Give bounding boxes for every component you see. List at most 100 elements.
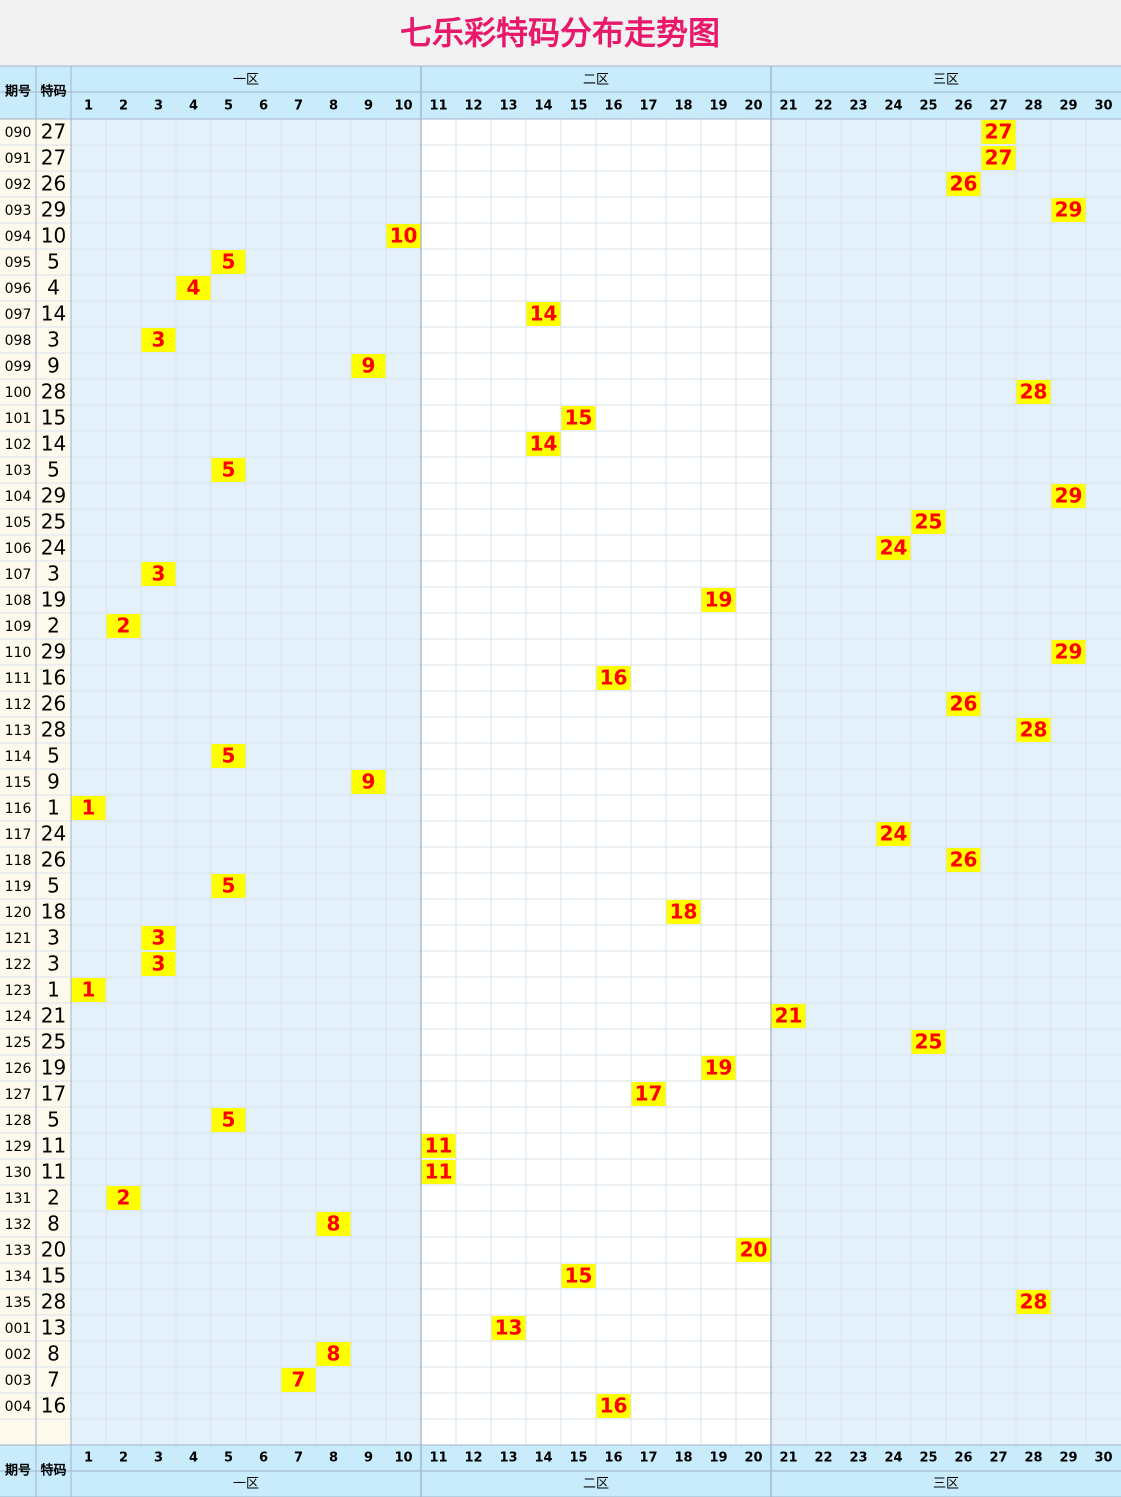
issue: 116: [5, 801, 32, 817]
zone-label: 二区: [583, 73, 609, 88]
column-label: 21: [779, 99, 797, 114]
number-marker: [211, 744, 246, 768]
issue: 121: [5, 931, 32, 947]
issue: 092: [5, 177, 32, 193]
special-number: 2: [47, 614, 60, 638]
special-number: 15: [41, 406, 66, 430]
special-number: 3: [47, 926, 60, 950]
special-number: 1: [47, 978, 60, 1002]
marker-label: 21: [775, 1004, 803, 1028]
chart-title: 七乐彩特码分布走势图: [400, 14, 720, 52]
issue: 127: [5, 1087, 32, 1103]
marker-label: 24: [880, 822, 908, 846]
column-label: 6: [259, 1451, 268, 1466]
marker-label: 3: [152, 926, 166, 950]
number-marker: [106, 1186, 141, 1210]
number-marker: [421, 1160, 456, 1184]
special-number: 2: [47, 1186, 60, 1210]
issue: 110: [5, 645, 32, 661]
column-label: 23: [849, 99, 867, 114]
column-label: 4: [189, 1451, 198, 1466]
marker-label: 8: [327, 1342, 341, 1366]
marker-label: 1: [82, 796, 96, 820]
special-number: 14: [41, 302, 66, 326]
issue: 125: [5, 1035, 32, 1051]
number-marker: [526, 302, 561, 326]
number-marker: [141, 328, 176, 352]
marker-label: 5: [222, 1108, 236, 1132]
number-marker: [561, 406, 596, 430]
column-label: 3: [154, 1451, 163, 1466]
issue: 096: [5, 281, 32, 297]
number-marker: [1016, 718, 1051, 742]
column-label: 17: [639, 99, 657, 114]
number-marker: [911, 1030, 946, 1054]
marker-label: 3: [152, 952, 166, 976]
column-label: 26: [954, 99, 972, 114]
marker-label: 5: [222, 250, 236, 274]
column-label: 12: [464, 99, 482, 114]
special-number: 5: [47, 744, 60, 768]
special-number: 24: [41, 822, 66, 846]
marker-label: 26: [950, 692, 978, 716]
number-marker: [701, 588, 736, 612]
special-number: 3: [47, 952, 60, 976]
issue: 003: [5, 1373, 32, 1389]
marker-label: 1: [82, 978, 96, 1002]
number-marker: [946, 172, 981, 196]
column-label: 22: [814, 1451, 832, 1466]
marker-label: 25: [915, 510, 943, 534]
issue: 130: [5, 1165, 32, 1181]
issue: 122: [5, 957, 32, 973]
column-label: 1: [84, 99, 93, 114]
number-marker: [491, 1316, 526, 1340]
column-label: 5: [224, 1451, 233, 1466]
zone-label: 一区: [233, 1477, 259, 1492]
issue: 114: [5, 749, 32, 765]
number-marker: [561, 1264, 596, 1288]
special-number: 11: [41, 1160, 66, 1184]
column-label: 6: [259, 99, 268, 114]
number-marker: [946, 848, 981, 872]
header-number-label: 特码: [40, 84, 66, 100]
issue: 099: [5, 359, 32, 375]
special-number: 27: [41, 146, 66, 170]
column-label: 14: [534, 1451, 552, 1466]
marker-label: 29: [1055, 484, 1083, 508]
footer-number-label: 特码: [40, 1463, 66, 1479]
column-label: 22: [814, 99, 832, 114]
marker-label: 3: [152, 562, 166, 586]
special-number: 29: [41, 484, 66, 508]
column-label: 2: [119, 99, 128, 114]
special-number: 27: [41, 120, 66, 144]
number-marker: [596, 1394, 631, 1418]
marker-label: 2: [117, 614, 131, 638]
column-label: 1: [84, 1451, 93, 1466]
column-label: 27: [989, 99, 1007, 114]
issue: 098: [5, 333, 32, 349]
marker-label: 24: [880, 536, 908, 560]
marker-label: 11: [425, 1160, 453, 1184]
marker-label: 26: [950, 172, 978, 196]
number-marker: [351, 354, 386, 378]
marker-label: 9: [362, 354, 376, 378]
special-number: 9: [47, 770, 60, 794]
special-number: 28: [41, 718, 66, 742]
issue: 119: [5, 879, 32, 895]
special-number: 15: [41, 1264, 66, 1288]
number-marker: [876, 822, 911, 846]
column-label: 30: [1094, 1451, 1112, 1466]
number-marker: [141, 952, 176, 976]
number-marker: [771, 1004, 806, 1028]
column-label: 15: [569, 99, 587, 114]
column-label: 10: [394, 99, 412, 114]
issue: 131: [5, 1191, 32, 1207]
issue: 123: [5, 983, 32, 999]
number-marker: [1051, 640, 1086, 664]
issue: 106: [5, 541, 32, 557]
marker-label: 4: [187, 276, 201, 300]
number-marker: [141, 926, 176, 950]
special-number: 26: [41, 172, 66, 196]
number-marker: [631, 1082, 666, 1106]
column-label: 14: [534, 99, 552, 114]
